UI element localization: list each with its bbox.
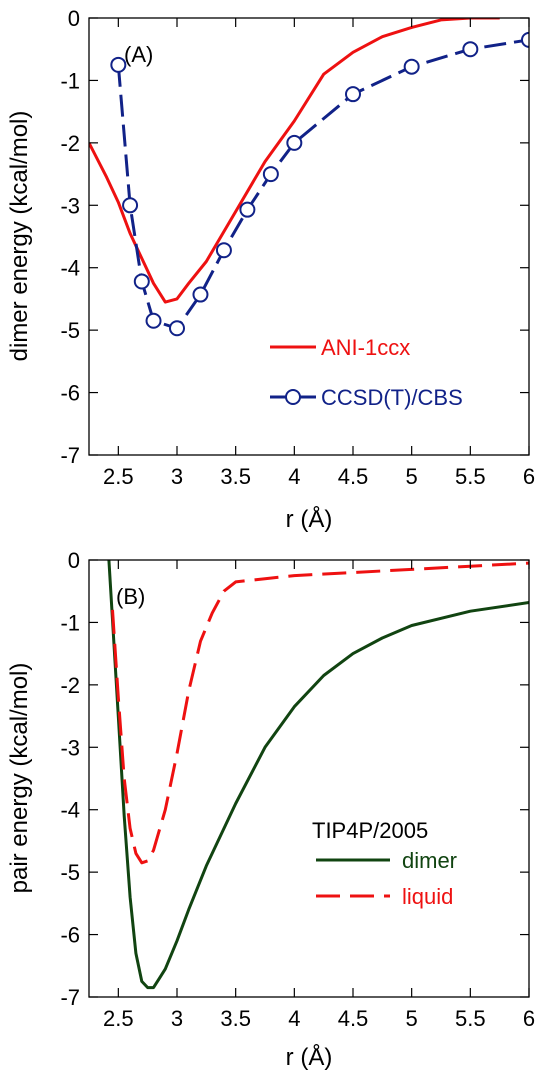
panel-b-ytick-label: -7 xyxy=(60,985,80,1010)
legend-b-title: TIP4P/2005 xyxy=(312,818,428,843)
panel-b-xtick-label: 5 xyxy=(406,1006,418,1031)
panel-a-ytick-label: -5 xyxy=(60,318,80,343)
panel-b-label: (B) xyxy=(116,584,145,609)
data-point-ccsd xyxy=(169,320,185,337)
panel-b-ytick-label: -5 xyxy=(60,860,80,885)
panel-b-ytick-label: -6 xyxy=(60,923,80,948)
data-point-ccsd xyxy=(521,31,529,48)
legend-dimer-label: dimer xyxy=(402,848,457,873)
panel-b-frame xyxy=(88,559,530,998)
data-point-ccsd xyxy=(239,201,256,218)
panel-a-ytick-label: -6 xyxy=(60,381,80,406)
panel-b-xtick-label: 4 xyxy=(288,1006,300,1031)
series-line-ani-1ccx xyxy=(89,18,500,304)
legend-ani-label: ANI-1ccx xyxy=(321,335,410,360)
data-point-ccsd xyxy=(286,134,303,151)
panel-a-xtick-label: 2.5 xyxy=(103,464,134,489)
panel-b-xtick-label: 5.5 xyxy=(455,1006,486,1031)
panel-a-ytick-label: -4 xyxy=(60,256,80,281)
panel-a-legend: ANI-1ccx CCSD(T)/CBS xyxy=(270,335,463,410)
panel-a-ytick-label: -2 xyxy=(60,131,80,156)
panel-b: 2.5 3 3.5 4 4.5 5 5.5 6 0 -1 -2 -3 -4 -5 -6 -7 (B) r (Å… xyxy=(6,548,535,1070)
panel-a-xtick-label: 3 xyxy=(171,464,183,489)
panel-b-ytick-label: -2 xyxy=(60,673,80,698)
panel-a-xtick-label: 3.5 xyxy=(220,464,251,489)
panel-b-xlabel: r (Å) xyxy=(286,1043,333,1070)
legend-ccsd-label: CCSD(T)/CBS xyxy=(321,385,463,410)
data-point-ccsd xyxy=(462,41,479,58)
panel-a-label: (A) xyxy=(124,42,153,67)
legend-ccsd-marker xyxy=(285,389,301,405)
panel-b-ytick-label: 0 xyxy=(68,548,80,573)
data-point-ccsd xyxy=(262,166,279,183)
data-point-ccsd xyxy=(403,58,420,75)
data-point-ccsd xyxy=(122,197,139,214)
panel-a-ytick-label: -3 xyxy=(60,193,80,218)
panel-a-plot-lines xyxy=(89,18,529,337)
panel-a-frame xyxy=(88,17,530,456)
data-point-ccsd xyxy=(110,56,127,73)
panel-b-ytick-label: -3 xyxy=(60,735,80,760)
panel-b-xtick-label: 4.5 xyxy=(338,1006,369,1031)
panel-a-xtick-label: 5.5 xyxy=(455,464,486,489)
series-line-ccsd-t-cbs xyxy=(116,38,529,330)
data-point-ccsd xyxy=(192,286,209,303)
panel-a: 2.5 3 3.5 4 4.5 5 5.5 6 0 -1 -2 -3 -4 -5 -6 -7 (A) r (Å… xyxy=(6,6,535,533)
panel-a-ytick-label: -7 xyxy=(60,443,80,468)
data-point-ccsd xyxy=(145,312,162,329)
panel-a-ytick-label: -1 xyxy=(60,68,80,93)
panel-b-ytick-label: -1 xyxy=(60,610,80,635)
panel-a-xtick-label: 4.5 xyxy=(338,464,369,489)
series-line-liquid xyxy=(111,561,529,865)
panel-a-xlabel: r (Å) xyxy=(286,505,333,533)
series-line-dimer xyxy=(107,560,529,990)
data-point-ccsd xyxy=(215,242,232,259)
data-point-ccsd xyxy=(345,86,361,103)
panel-a-ticks: 2.5 3 3.5 4 4.5 5 5.5 6 0 -1 -2 -3 -4 -5 -6 -7 xyxy=(60,6,535,489)
panel-b-plot-lines xyxy=(107,560,529,990)
panel-b-legend: TIP4P/2005 dimer liquid xyxy=(312,818,457,909)
panel-b-ylabel: pair energy (kcal/mol) xyxy=(6,663,33,894)
panel-b-ytick-label: -4 xyxy=(60,798,80,823)
panel-b-xtick-label: 2.5 xyxy=(103,1006,134,1031)
data-point-ccsd xyxy=(133,273,150,290)
panel-a-ytick-label: 0 xyxy=(68,6,80,31)
panel-a-xtick-label: 5 xyxy=(406,464,418,489)
panel-a-ylabel: dimer energy (kcal/mol) xyxy=(6,111,33,362)
panel-b-xtick-label: 3.5 xyxy=(220,1006,251,1031)
panel-b-ticks: 2.5 3 3.5 4 4.5 5 5.5 6 0 -1 -2 -3 -4 -5 -6 -7 xyxy=(60,548,535,1031)
panel-b-xtick-label: 6 xyxy=(523,1006,535,1031)
panel-a-xtick-label: 4 xyxy=(288,464,300,489)
legend-liquid-label: liquid xyxy=(402,884,453,909)
panel-a-xtick-label: 6 xyxy=(523,464,535,489)
panel-b-xtick-label: 3 xyxy=(171,1006,183,1031)
